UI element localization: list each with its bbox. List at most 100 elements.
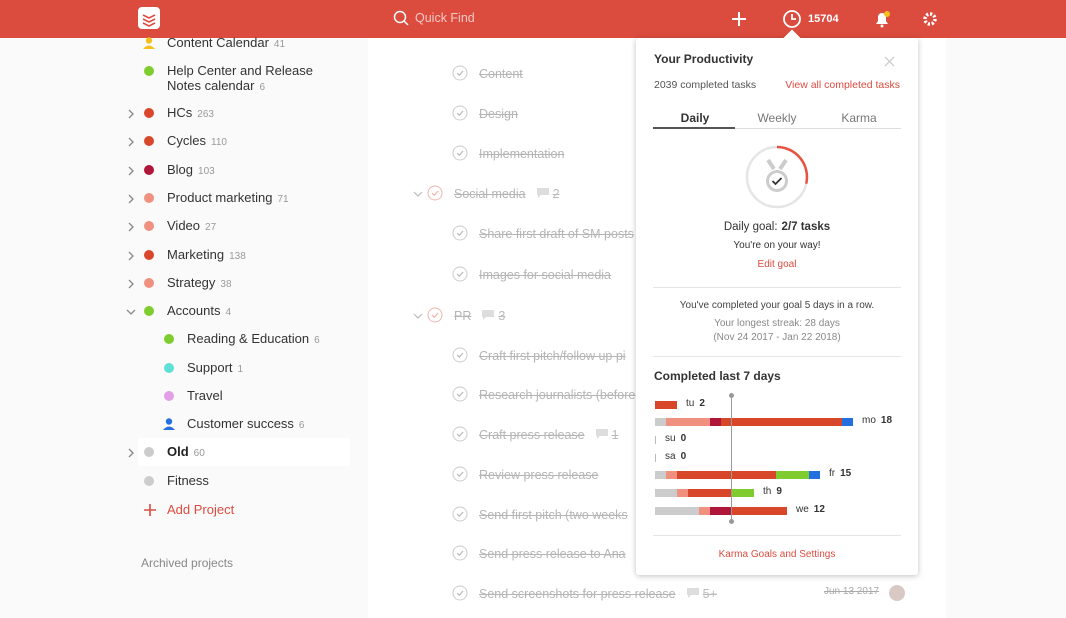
search-box[interactable]: Quick Find (415, 11, 475, 25)
task-checkbox[interactable] (452, 266, 468, 282)
task-checkbox[interactable] (452, 466, 468, 482)
productivity-popup: Your Productivity 2039 completed tasks Vie… (636, 29, 918, 575)
task-checkbox[interactable] (452, 347, 468, 363)
task-checkbox[interactable] (452, 105, 468, 121)
day-name: tu (686, 398, 695, 409)
task-item[interactable]: Images for social media (479, 266, 611, 284)
project-count: 138 (229, 251, 246, 262)
project-dot (144, 447, 154, 457)
bar-label: fr 15 (829, 468, 851, 479)
bar-segment (666, 418, 710, 426)
edit-goal-link[interactable]: Edit goal (757, 259, 797, 270)
project-name: Marketing (167, 247, 225, 262)
tab[interactable]: Weekly (757, 111, 797, 125)
close-button[interactable] (884, 54, 895, 67)
project-icon-svg (143, 37, 155, 49)
project-item[interactable]: Video 27 (167, 218, 216, 235)
project-item[interactable]: Support 1 (187, 360, 243, 377)
project-item[interactable]: Blog 103 (167, 162, 215, 179)
project-item[interactable]: Cycles 110 (167, 133, 227, 150)
project-item[interactable]: Accounts 4 (167, 303, 231, 320)
bar-segment (655, 471, 666, 479)
task-checkbox[interactable] (452, 386, 468, 402)
project-item[interactable]: Reading & Education 6 (187, 331, 320, 348)
project-item[interactable]: Strategy 38 (167, 275, 232, 292)
add-task-button[interactable] (730, 10, 748, 28)
task-checkbox[interactable] (452, 225, 468, 241)
task-item[interactable]: Design (479, 105, 518, 123)
karma-settings-link[interactable]: Karma Goals and Settings (718, 549, 836, 560)
task-item[interactable]: Craft press release 1 (479, 426, 619, 444)
task-item[interactable]: Review press release (479, 466, 599, 484)
project-dot (144, 66, 154, 76)
expand-toggle-svg (128, 222, 134, 232)
task-item[interactable]: Research journalists (before (479, 386, 635, 404)
bar-segment (677, 471, 776, 479)
task-text: Images for social media (479, 268, 612, 282)
logo[interactable] (137, 6, 161, 30)
project-name: Fitness (167, 473, 209, 488)
goal-label: Daily goal: (723, 221, 778, 233)
project-name: Travel (187, 388, 223, 403)
task-checkbox[interactable] (452, 426, 468, 442)
project-item[interactable]: Content Calendar 41 (167, 35, 285, 52)
comment-number: 1 (611, 428, 619, 442)
expand-toggle (125, 249, 137, 261)
view-all-link[interactable]: View all completed tasks (785, 79, 900, 91)
selected-row (138, 438, 350, 466)
task-text: Content (479, 67, 523, 81)
bar-segment (699, 507, 710, 515)
task-checkbox[interactable] (427, 307, 443, 323)
task-checkbox-svg (452, 585, 468, 601)
project-dot (164, 363, 174, 373)
tab-active-underline (653, 127, 735, 129)
expand-toggle-svg (128, 166, 134, 176)
tab[interactable]: Karma (841, 111, 877, 125)
collapse-toggle (412, 309, 424, 321)
productivity-icon[interactable] (782, 9, 802, 29)
task-item[interactable]: PR 3 (454, 307, 505, 325)
task-item[interactable]: Send screenshots for press release 5+ (479, 585, 717, 603)
task-checkbox[interactable] (452, 506, 468, 522)
project-item[interactable]: Travel (187, 388, 223, 403)
task-item[interactable]: Implementation (479, 145, 564, 163)
project-item[interactable]: Fitness (167, 473, 209, 488)
task-item[interactable]: Craft first pitch/follow up pi (479, 347, 626, 365)
task-text: PR (454, 309, 472, 323)
task-text: Send first pitch (two weeks (479, 508, 628, 522)
add-project[interactable]: Add Project (167, 502, 235, 517)
bar-segment (809, 471, 820, 479)
task-checkbox-svg (427, 185, 443, 201)
expand-toggle-svg (128, 448, 134, 458)
project-item[interactable]: Product marketing 71 (167, 190, 289, 207)
task-checkbox[interactable] (452, 65, 468, 81)
bar-segment (710, 507, 732, 515)
archived-projects[interactable]: Archived projects (141, 556, 234, 570)
project-item[interactable]: HCs 263 (167, 105, 214, 122)
day-name: fr (829, 468, 836, 479)
task-item[interactable]: Send press release to Ana (479, 545, 626, 563)
comment-number: 3 (498, 309, 506, 323)
karma-score[interactable]: 15704 (808, 13, 839, 25)
project-item[interactable]: Customer success 6 (187, 416, 304, 433)
notifications-icon[interactable] (872, 9, 892, 29)
day-total: 2 (699, 398, 705, 409)
project-item[interactable]: Help Center and Release Notes calendar 6 (167, 63, 317, 95)
settings-icon[interactable] (921, 10, 939, 28)
task-checkbox[interactable] (452, 545, 468, 561)
chart-title: Completed last 7 days (654, 369, 781, 383)
task-item[interactable]: Share first draft of SM posts (479, 225, 634, 243)
expand-toggle (125, 305, 137, 317)
task-item[interactable]: Send first pitch (two weeks (479, 506, 628, 524)
project-name: Support (187, 360, 233, 375)
project-item[interactable]: Old 60 (167, 444, 205, 461)
tab[interactable]: Daily (680, 111, 710, 125)
tab-underline (653, 128, 901, 129)
task-checkbox[interactable] (452, 145, 468, 161)
project-item[interactable]: Marketing 138 (167, 247, 246, 264)
task-item[interactable]: Social media 2 (454, 185, 560, 203)
task-checkbox-svg (427, 307, 443, 323)
task-checkbox[interactable] (427, 185, 443, 201)
task-checkbox[interactable] (452, 585, 468, 601)
task-item[interactable]: Content (479, 65, 523, 83)
